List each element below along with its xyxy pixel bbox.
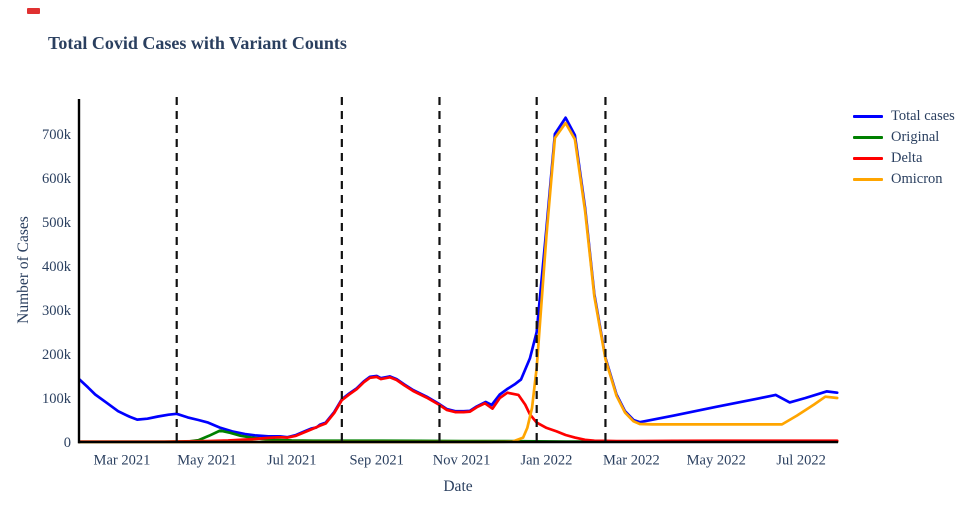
y-tick-label: 200k [42,347,72,363]
chart-title: Total Covid Cases with Variant Counts [48,33,347,53]
screen-corner-artifact [27,8,40,14]
x-tick-label: Mar 2021 [94,453,151,469]
y-tick-label: 0 [64,435,71,451]
legend-label: Omicron [891,171,943,187]
y-tick-label: 500k [42,215,72,231]
legend: Total cases Original Delta Omicron [853,106,955,190]
y-axis-title: Number of Cases [15,216,32,324]
x-tick-label: Mar 2022 [603,453,660,469]
x-tick-label: Nov 2021 [433,453,491,469]
y-tick-label: 100k [42,391,72,407]
legend-label: Delta [891,150,923,166]
legend-label: Original [891,129,940,145]
y-tick-label: 600k [42,171,72,187]
legend-swatch-total-cases [853,115,883,118]
total-cases-line [78,116,839,439]
x-tick-label: Jul 2022 [776,453,826,469]
legend-item-delta[interactable]: Delta [853,148,955,169]
x-axis-title: Date [443,478,473,495]
x-tick-label: May 2022 [687,453,746,469]
legend-item-original[interactable]: Original [853,127,955,148]
y-tick-label: 300k [42,303,72,319]
y-tick-label: 400k [42,259,72,275]
x-tick-label: Jul 2021 [267,453,317,469]
x-tick-label: May 2021 [177,453,236,469]
omicron-line [78,121,839,444]
x-tick-label: Jan 2022 [520,453,572,469]
legend-label: Total cases [891,108,955,124]
legend-item-total-cases[interactable]: Total cases [853,106,955,127]
legend-swatch-omicron [853,178,883,181]
x-tick-label: Sep 2021 [349,453,403,469]
legend-item-omicron[interactable]: Omicron [853,169,955,190]
delta-line [78,375,839,443]
y-tick-label: 700k [42,127,72,143]
legend-swatch-original [853,136,883,139]
legend-swatch-delta [853,157,883,160]
